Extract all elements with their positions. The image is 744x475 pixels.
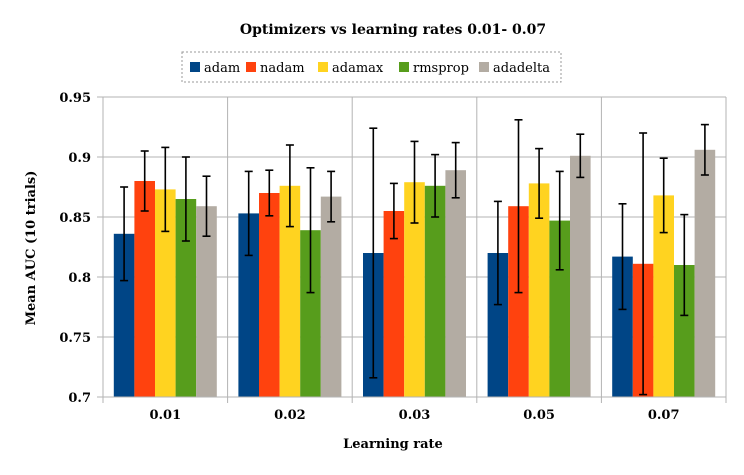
bar-adadelta xyxy=(445,170,466,397)
x-axis-title: Learning rate xyxy=(343,437,443,452)
legend-label-adamax: adamax xyxy=(332,61,384,76)
legend-swatch-adam xyxy=(190,62,200,72)
legend-label-rmsprop: rmsprop xyxy=(413,61,469,76)
bar-nadam xyxy=(508,206,529,397)
legend-label-adam: adam xyxy=(204,61,240,76)
y-tick-label: 0.85 xyxy=(59,211,91,226)
bar-adam xyxy=(487,253,509,397)
bar-nadam xyxy=(259,193,280,397)
legend-swatch-nadam xyxy=(246,62,256,72)
y-tick-label: 0.75 xyxy=(59,331,91,346)
legend-swatch-adadelta xyxy=(479,62,489,72)
y-axis-title: Mean AUC (10 trials) xyxy=(24,171,39,326)
bar-nadam xyxy=(383,211,405,397)
bar-rmsprop xyxy=(549,220,570,397)
bar-rmsprop xyxy=(674,265,695,397)
y-tick-label: 0.95 xyxy=(59,91,91,106)
y-tick-label: 0.9 xyxy=(68,151,91,166)
bar-adadelta xyxy=(570,155,591,397)
legend-swatch-rmsprop xyxy=(399,62,409,72)
y-tick-label: 0.8 xyxy=(68,271,91,286)
bar-rmsprop xyxy=(424,185,446,397)
plot-area: 0.7 0.75 0.8 0.85 0.9 0.95 0.01 0.02 0.03 0.05 0.0… xyxy=(59,91,727,423)
bar-nadam xyxy=(134,181,155,397)
bar-adamax xyxy=(653,195,674,397)
x-tick-label: 0.07 xyxy=(648,408,680,423)
legend-label-nadam: nadam xyxy=(260,61,305,76)
bar-adam xyxy=(612,256,633,397)
bar-adamax xyxy=(404,182,425,397)
y-tick-label: 0.7 xyxy=(68,391,91,406)
bar-adadelta xyxy=(196,206,217,397)
bar-adam xyxy=(238,213,259,397)
legend-label-adadelta: adadelta xyxy=(493,61,550,76)
bar-adam xyxy=(113,233,135,397)
legend: adam nadam adamax rmsprop adadelta xyxy=(181,51,562,83)
bar-rmsprop xyxy=(300,230,321,397)
legend-swatch-adamax xyxy=(318,62,328,72)
x-tick-label: 0.05 xyxy=(523,408,555,423)
x-tick-label: 0.02 xyxy=(274,408,306,423)
chart-title: Optimizers vs learning rates 0.01- 0.07 xyxy=(240,22,546,38)
bar-rmsprop xyxy=(175,199,197,397)
bar-adadelta xyxy=(320,196,342,397)
bar-adamax xyxy=(279,185,301,397)
x-tick-label: 0.01 xyxy=(149,408,181,423)
bar-adamax xyxy=(155,189,176,397)
x-tick-label: 0.03 xyxy=(399,408,431,423)
bar-adadelta xyxy=(694,149,716,397)
legend-box xyxy=(181,51,562,83)
bar-adamax xyxy=(528,183,550,397)
